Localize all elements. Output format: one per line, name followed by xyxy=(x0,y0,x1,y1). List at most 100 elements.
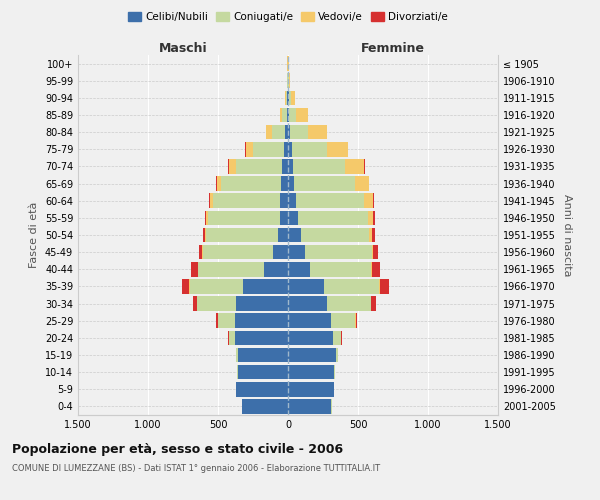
Bar xyxy=(217,176,221,191)
Bar xyxy=(308,125,326,140)
Bar xyxy=(288,279,325,293)
Bar xyxy=(288,142,292,156)
Bar xyxy=(288,314,331,328)
Bar xyxy=(221,176,281,191)
Bar xyxy=(356,314,357,328)
Bar xyxy=(191,262,198,276)
Bar xyxy=(344,159,364,174)
Bar xyxy=(209,194,213,208)
Bar xyxy=(368,176,369,191)
Bar xyxy=(280,210,288,225)
Bar xyxy=(292,142,326,156)
Bar xyxy=(288,210,298,225)
Bar xyxy=(291,90,295,105)
Bar xyxy=(288,159,293,174)
Bar xyxy=(206,210,208,225)
Bar xyxy=(228,159,229,174)
Bar xyxy=(288,176,295,191)
Bar xyxy=(272,125,285,140)
Bar xyxy=(372,245,373,260)
Bar xyxy=(190,279,243,293)
Bar xyxy=(368,210,373,225)
Bar xyxy=(197,296,236,311)
Bar xyxy=(236,296,288,311)
Bar xyxy=(238,348,288,362)
Bar xyxy=(380,279,389,293)
Bar xyxy=(283,159,288,174)
Bar xyxy=(205,210,206,225)
Bar xyxy=(288,382,334,396)
Bar xyxy=(325,279,379,293)
Bar xyxy=(289,74,290,88)
Bar xyxy=(218,314,235,328)
Bar xyxy=(288,296,327,311)
Bar xyxy=(246,142,253,156)
Bar xyxy=(283,108,287,122)
Bar xyxy=(208,210,280,225)
Bar xyxy=(285,125,288,140)
Text: Maschi: Maschi xyxy=(158,42,208,55)
Bar xyxy=(296,108,308,122)
Text: COMUNE DI LUMEZZANE (BS) - Dati ISTAT 1° gennaio 2006 - Elaborazione TUTTITALIA.: COMUNE DI LUMEZZANE (BS) - Dati ISTAT 1°… xyxy=(12,464,380,473)
Bar xyxy=(228,330,229,345)
Bar xyxy=(203,228,205,242)
Bar xyxy=(242,399,288,413)
Bar xyxy=(288,365,334,380)
Bar xyxy=(288,90,289,105)
Bar xyxy=(216,176,217,191)
Bar xyxy=(203,245,272,260)
Bar xyxy=(289,108,296,122)
Bar xyxy=(193,296,197,311)
Bar xyxy=(326,125,327,140)
Bar xyxy=(295,176,355,191)
Legend: Celibi/Nubili, Coniugati/e, Vedovi/e, Divorziati/e: Celibi/Nubili, Coniugati/e, Vedovi/e, Di… xyxy=(124,8,452,26)
Bar xyxy=(288,262,310,276)
Bar xyxy=(372,228,375,242)
Bar xyxy=(182,279,190,293)
Bar xyxy=(235,314,288,328)
Bar xyxy=(285,90,286,105)
Bar xyxy=(217,314,218,328)
Bar xyxy=(288,194,296,208)
Bar xyxy=(331,314,355,328)
Bar xyxy=(289,90,291,105)
Bar xyxy=(277,228,288,242)
Bar xyxy=(205,228,206,242)
Bar xyxy=(371,262,372,276)
Bar xyxy=(213,194,280,208)
Bar xyxy=(288,228,301,242)
Bar xyxy=(243,279,288,293)
Bar xyxy=(288,245,305,260)
Bar xyxy=(199,245,202,260)
Bar xyxy=(355,176,368,191)
Text: Femmine: Femmine xyxy=(361,42,425,55)
Bar xyxy=(206,228,277,242)
Bar xyxy=(364,194,373,208)
Bar xyxy=(198,262,199,276)
Bar xyxy=(371,296,376,311)
Y-axis label: Anni di nascita: Anni di nascita xyxy=(562,194,572,276)
Bar xyxy=(335,348,338,362)
Bar xyxy=(364,159,365,174)
Bar xyxy=(288,125,290,140)
Bar xyxy=(238,365,288,380)
Bar xyxy=(287,108,288,122)
Bar xyxy=(290,125,308,140)
Bar xyxy=(229,330,235,345)
Bar xyxy=(301,228,369,242)
Bar xyxy=(280,108,283,122)
Bar xyxy=(327,296,371,311)
Bar xyxy=(235,330,288,345)
Bar xyxy=(298,210,368,225)
Bar xyxy=(264,262,288,276)
Bar xyxy=(373,245,377,260)
Bar xyxy=(229,159,236,174)
Bar xyxy=(293,159,344,174)
Bar xyxy=(373,194,374,208)
Bar xyxy=(253,142,284,156)
Bar xyxy=(202,245,203,260)
Bar xyxy=(281,176,288,191)
Bar xyxy=(341,330,342,345)
Bar xyxy=(379,279,380,293)
Bar xyxy=(284,142,288,156)
